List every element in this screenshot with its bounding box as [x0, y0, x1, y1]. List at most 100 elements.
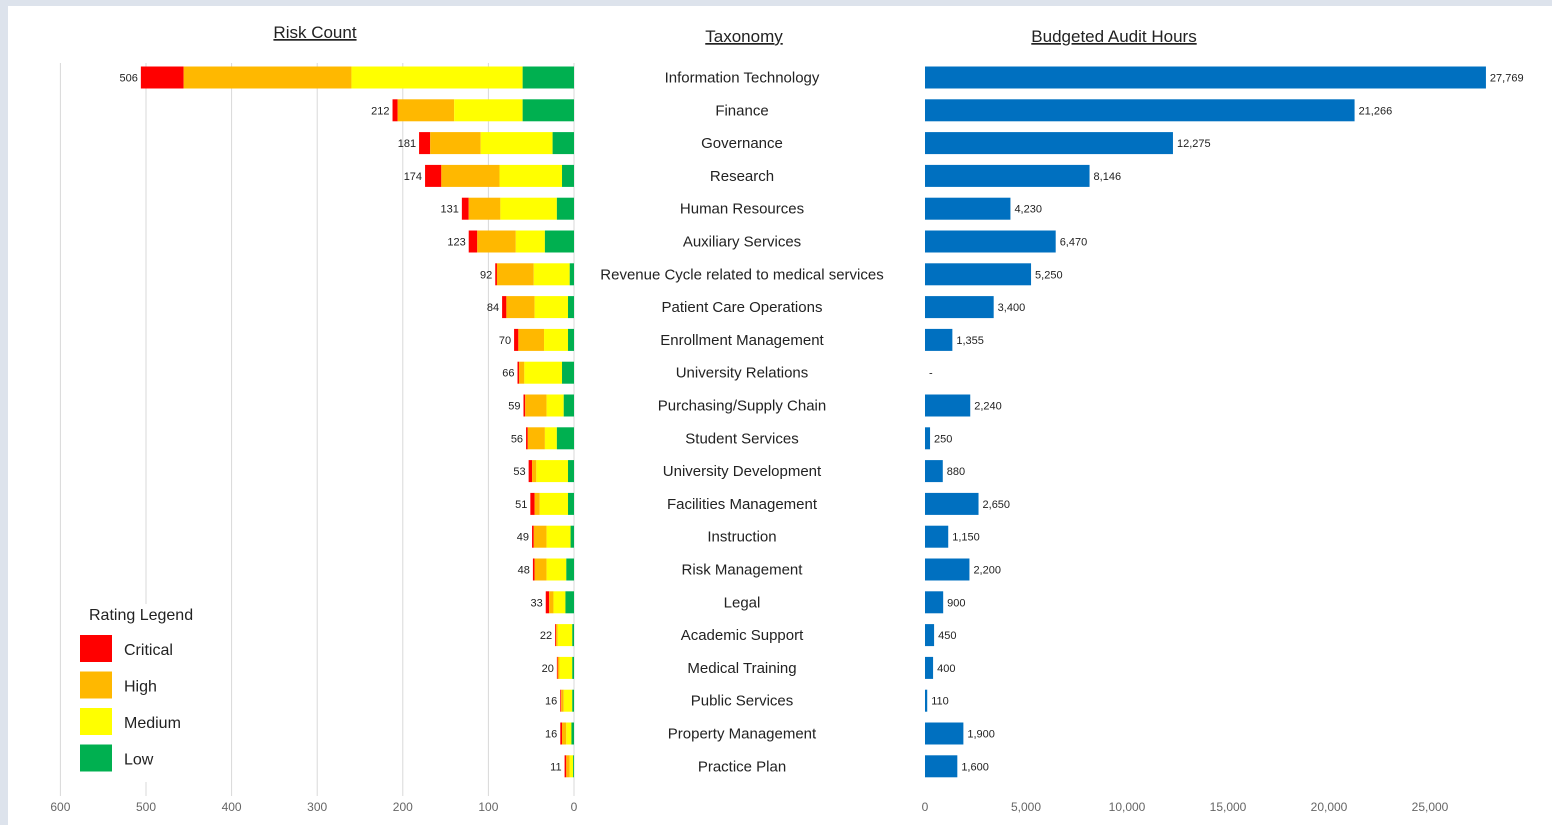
risk-total-label: 56: [511, 433, 523, 445]
risk-bar-segment-critical: [560, 722, 563, 745]
risk-bar-segment-critical: [523, 394, 526, 417]
hours-bar: [925, 230, 1056, 253]
hours-tick-label: 15,000: [1210, 800, 1247, 814]
category-label: Patient Care Operations: [662, 299, 823, 316]
hours-bar: [925, 656, 934, 679]
hours-value-label: 6,470: [1060, 237, 1088, 249]
hours-bar: [925, 624, 935, 647]
risk-bar-segment-high: [477, 230, 516, 253]
category-label: Auxiliary Services: [683, 234, 801, 251]
legend-title: Rating Legend: [89, 607, 193, 624]
hours-value-label: 900: [947, 597, 965, 609]
category-label: Medical Training: [687, 660, 796, 677]
hours-bar: [925, 722, 964, 745]
hours-value-label: 400: [937, 663, 955, 675]
risk-bar-segment-high: [506, 296, 535, 319]
risk-bar-segment-low: [572, 656, 574, 679]
risk-bar-segment-low: [572, 689, 574, 712]
risk-bar-segment-low: [569, 263, 574, 286]
risk-bar-segment-critical: [461, 197, 469, 220]
risk-bar-segment-medium: [546, 558, 567, 581]
risk-bar-segment-medium: [544, 328, 569, 351]
risk-bar-segment-high: [519, 361, 525, 384]
risk-total-label: 174: [404, 171, 422, 183]
risk-bar-segment-critical: [556, 656, 558, 679]
category-label: University Development: [663, 463, 822, 480]
hours-value-label: 3,400: [998, 302, 1026, 314]
hours-value-label: 1,355: [956, 335, 984, 347]
risk-bar-segment-critical: [140, 66, 184, 89]
legend-entries: Critical High Medium Low: [80, 635, 181, 772]
category-label: Public Services: [691, 693, 794, 710]
risk-bar-segment-medium: [559, 656, 573, 679]
category-label: Legal: [724, 594, 761, 611]
hours-value-label: 880: [947, 466, 965, 478]
risk-bar-segment-medium: [557, 624, 573, 647]
hours-bar: [925, 755, 958, 778]
hours-bar: [925, 263, 1032, 286]
hours-value-label: 4,230: [1014, 204, 1042, 216]
hours-bar: [925, 689, 928, 712]
risk-count-total-labels: 506 212 181 174 131 123 92 84 70 66 59 56 53 51 49 48 33…: [120, 73, 562, 774]
risk-bar-segment-medium: [544, 427, 557, 450]
risk-bar-segment-high: [556, 624, 558, 647]
risk-tick-label: 100: [478, 800, 498, 814]
risk-bar-segment-low: [570, 525, 574, 548]
risk-bar-segment-low: [568, 460, 574, 483]
risk-bar-segment-high: [441, 164, 500, 187]
hours-bar: [925, 197, 1011, 220]
risk-count-bars: [140, 66, 574, 778]
hours-value-label: 1,150: [952, 532, 980, 544]
risk-bar-segment-low: [552, 132, 574, 155]
risk-tick-label: 400: [222, 800, 242, 814]
hours-tick-label: 25,000: [1412, 800, 1449, 814]
legend-label-high: High: [124, 679, 157, 696]
risk-total-label: 22: [540, 630, 552, 642]
risk-bar-segment-high: [525, 394, 547, 417]
risk-bar-segment-critical: [532, 558, 535, 581]
hours-tick-label: 20,000: [1311, 800, 1348, 814]
category-label: Practice Plan: [698, 758, 786, 775]
risk-bar-segment-medium: [546, 394, 564, 417]
audit-hours-title: Budgeted Audit Hours: [1031, 27, 1196, 46]
risk-bar-segment-low: [556, 427, 574, 450]
risk-total-label: 16: [545, 696, 557, 708]
legend-label-medium: Medium: [124, 715, 181, 732]
legend-swatch-high: [80, 671, 112, 699]
risk-bar-segment-high: [527, 427, 545, 450]
category-label: Human Resources: [680, 201, 804, 218]
risk-bar-segment-critical: [526, 427, 528, 450]
risk-bar-segment-critical: [545, 591, 550, 614]
risk-bar-segment-low: [563, 394, 574, 417]
category-label: Risk Management: [682, 562, 804, 579]
hours-value-label: 27,769: [1490, 73, 1524, 85]
risk-bar-segment-low: [522, 66, 574, 89]
category-label: Governance: [701, 135, 783, 152]
risk-bar-segment-critical: [392, 99, 398, 122]
risk-tick-label: 200: [393, 800, 413, 814]
category-label: Property Management: [668, 726, 817, 743]
risk-total-label: 16: [545, 729, 557, 741]
risk-total-label: 49: [517, 532, 529, 544]
risk-bar-segment-critical: [514, 328, 519, 351]
risk-tick-label: 300: [307, 800, 327, 814]
risk-bar-segment-high: [561, 689, 564, 712]
risk-bar-segment-low: [565, 591, 574, 614]
taxonomy-title: Taxonomy: [705, 27, 783, 46]
hours-tick-label: 5,000: [1011, 800, 1041, 814]
risk-bar-segment-high: [430, 132, 481, 155]
hours-bar: [925, 99, 1355, 122]
risk-bar-segment-medium: [533, 263, 570, 286]
legend-swatch-low: [80, 744, 112, 772]
hours-bar: [925, 132, 1173, 155]
risk-total-label: 123: [447, 237, 465, 249]
hours-bar: [925, 66, 1486, 89]
risk-total-label: 92: [480, 269, 492, 281]
risk-bar-segment-medium: [563, 689, 573, 712]
hours-bar: [925, 427, 931, 450]
audit-hours-x-axis-ticks: 0 5,000 10,000 15,000 20,000 25,000: [922, 800, 1449, 814]
risk-total-label: 20: [542, 663, 554, 675]
risk-tick-label: 500: [136, 800, 156, 814]
risk-bar-segment-low: [562, 361, 574, 384]
risk-bar-segment-low: [572, 624, 574, 647]
